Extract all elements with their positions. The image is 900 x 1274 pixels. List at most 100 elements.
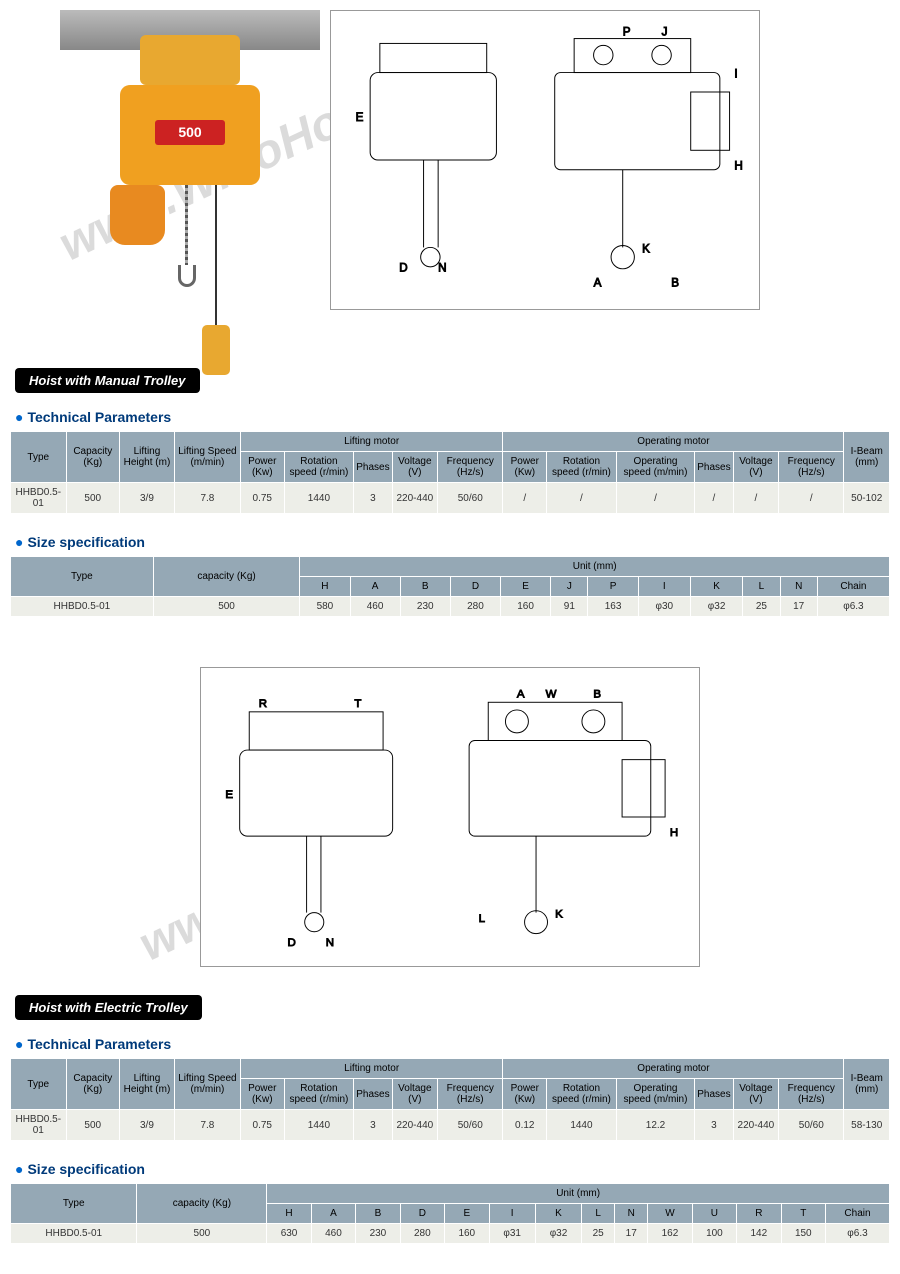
th-I: I — [638, 577, 690, 597]
th-E: E — [501, 577, 551, 597]
th-opspeed: Operating speed (m/min) — [616, 452, 695, 483]
th-type: Type — [11, 432, 67, 483]
section-badge: Hoist with Manual Trolley — [15, 368, 200, 393]
svg-text:D: D — [399, 262, 407, 275]
cell: HHBD0.5-01 — [11, 597, 154, 617]
cell: 150 — [781, 1224, 825, 1244]
cell: 500 — [66, 483, 120, 514]
cell: 163 — [588, 597, 638, 617]
cell: 17 — [780, 597, 817, 617]
th-voltage: Voltage (V) — [392, 1079, 438, 1110]
cell: 3 — [354, 483, 392, 514]
technical-diagram-1: E D N P J I H K A B — [330, 10, 760, 310]
th-L: L — [582, 1204, 615, 1224]
svg-text:L: L — [479, 913, 485, 925]
size-spec-title: Size specification — [15, 1161, 900, 1177]
th-I: I — [489, 1204, 535, 1224]
cell: 25 — [743, 597, 780, 617]
tech-params-title: Technical Parameters — [15, 1036, 900, 1052]
th-freq: Frequency (Hz/s) — [438, 452, 503, 483]
svg-text:K: K — [555, 908, 563, 920]
cell: 7.8 — [174, 1110, 240, 1141]
th-capacity: Capacity (Kg) — [66, 1059, 120, 1110]
svg-text:E: E — [356, 111, 364, 124]
th-phases2: Phases — [695, 452, 733, 483]
size-spec-table-2: Type capacity (Kg) Unit (mm) H A B D E I… — [10, 1183, 890, 1244]
section-manual-trolley: 500 E D N — [0, 0, 900, 617]
th-ibeam: I-Beam (mm) — [844, 1059, 890, 1110]
cell: HHBD0.5-01 — [11, 483, 67, 514]
th-phases2: Phases — [695, 1079, 733, 1110]
cell: 162 — [648, 1224, 692, 1244]
section-electric-trolley: R T E D N A W B H K L — [0, 647, 900, 1244]
tech-params-table-1: Type Capacity (Kg) Lifting Height (m) Li… — [10, 431, 890, 514]
cell: 0.75 — [240, 1110, 284, 1141]
svg-text:A: A — [594, 276, 602, 289]
cell: 280 — [400, 1224, 444, 1244]
table-row: HHBD0.5-01 500 580 460 230 280 160 91 16… — [11, 597, 890, 617]
cell: 220-440 — [392, 1110, 438, 1141]
th-phases: Phases — [354, 452, 392, 483]
th-phases: Phases — [354, 1079, 392, 1110]
th-chain: Chain — [826, 1204, 890, 1224]
svg-text:R: R — [259, 698, 267, 710]
th-H: H — [300, 577, 350, 597]
size-spec-title: Size specification — [15, 534, 900, 550]
th-voltage2: Voltage (V) — [733, 1079, 779, 1110]
th-rotation: Rotation speed (r/min) — [284, 1079, 354, 1110]
cell: 460 — [350, 597, 400, 617]
cell: 0.75 — [240, 483, 284, 514]
cell: / — [779, 483, 844, 514]
th-unit: Unit (mm) — [267, 1184, 890, 1204]
svg-text:B: B — [593, 689, 601, 701]
th-power: Power (Kw) — [240, 1079, 284, 1110]
cell: / — [733, 483, 779, 514]
pendant-shape — [202, 325, 230, 375]
cell: 12.2 — [616, 1110, 695, 1141]
cell: 230 — [356, 1224, 400, 1244]
cell: / — [616, 483, 695, 514]
th-power: Power (Kw) — [240, 452, 284, 483]
cell: / — [503, 483, 547, 514]
cell: 580 — [300, 597, 350, 617]
svg-text:K: K — [642, 242, 650, 255]
svg-text:W: W — [546, 689, 557, 701]
th-freq2: Frequency (Hz/s) — [779, 1079, 844, 1110]
th-N: N — [780, 577, 817, 597]
cell: 3 — [354, 1110, 392, 1141]
hook-shape — [178, 265, 196, 287]
cell: φ32 — [690, 597, 742, 617]
cell: 25 — [582, 1224, 615, 1244]
th-B: B — [356, 1204, 400, 1224]
th-capacity: Capacity (Kg) — [66, 432, 120, 483]
cell: 460 — [311, 1224, 355, 1244]
th-cap: capacity (Kg) — [153, 557, 300, 597]
cell: φ30 — [638, 597, 690, 617]
th-W: W — [648, 1204, 692, 1224]
size-spec-table-1: Type capacity (Kg) Unit (mm) H A B D E J… — [10, 556, 890, 617]
product-photo: 500 — [20, 10, 300, 350]
th-lifting-motor: Lifting motor — [240, 432, 503, 452]
svg-text:P: P — [623, 26, 631, 39]
th-opspeed: Operating speed (m/min) — [616, 1079, 695, 1110]
tech-params-table-2: Type Capacity (Kg) Lifting Height (m) Li… — [10, 1058, 890, 1141]
svg-text:E: E — [225, 789, 233, 801]
th-chain: Chain — [817, 577, 889, 597]
cell: 1440 — [284, 483, 354, 514]
chain-shape — [185, 185, 188, 265]
th-lift-speed: Lifting Speed (m/min) — [174, 1059, 240, 1110]
svg-text:J: J — [662, 26, 668, 39]
cell: HHBD0.5-01 — [11, 1110, 67, 1141]
cell: / — [695, 483, 733, 514]
th-operating-motor: Operating motor — [503, 432, 844, 452]
cell: φ6.3 — [826, 1224, 890, 1244]
th-rotation2: Rotation speed (r/min) — [547, 452, 617, 483]
cell: 1440 — [547, 1110, 617, 1141]
cell: 160 — [445, 1224, 489, 1244]
svg-text:N: N — [438, 262, 446, 275]
cell: 50/60 — [438, 483, 503, 514]
cell: φ31 — [489, 1224, 535, 1244]
th-U: U — [692, 1204, 736, 1224]
cell: 7.8 — [174, 483, 240, 514]
th-A: A — [350, 577, 400, 597]
